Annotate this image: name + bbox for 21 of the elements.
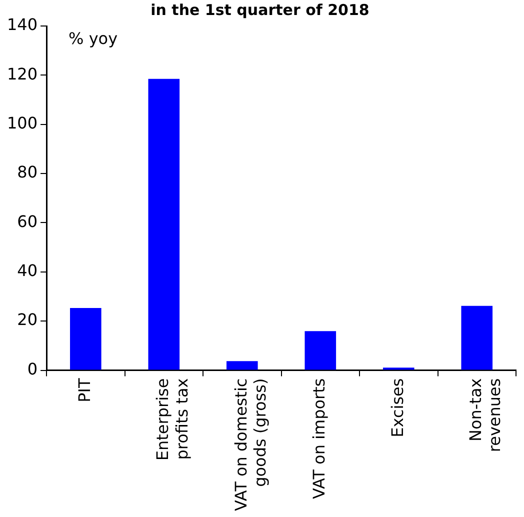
y-tick-label: 140 <box>6 15 38 34</box>
bar <box>70 308 102 370</box>
chart-title: in the 1st quarter of 2018 <box>150 0 370 19</box>
y-tick-label: 100 <box>6 114 38 133</box>
y-tick-label: 20 <box>17 310 38 330</box>
bar <box>148 78 180 370</box>
y-tick-label: 80 <box>17 162 38 182</box>
y-tick-label: 40 <box>17 261 38 280</box>
x-tick-label: VAT on imports <box>310 378 329 499</box>
annotation: % yoy <box>68 29 118 48</box>
y-tick-label: 120 <box>6 64 38 84</box>
bar <box>461 306 493 370</box>
y-tick-label: 60 <box>17 212 38 231</box>
x-tick-label: Excises <box>388 378 407 438</box>
x-tick-label: Non-tax revenues <box>466 378 504 452</box>
bar <box>304 331 336 370</box>
bar <box>226 361 258 370</box>
x-tick-label: Enterprise profits tax <box>153 378 192 461</box>
x-tick-label: VAT on domestic goods (gross) <box>231 378 270 512</box>
y-tick-label: 0 <box>27 359 38 378</box>
x-tick-label: PIT <box>74 378 94 402</box>
